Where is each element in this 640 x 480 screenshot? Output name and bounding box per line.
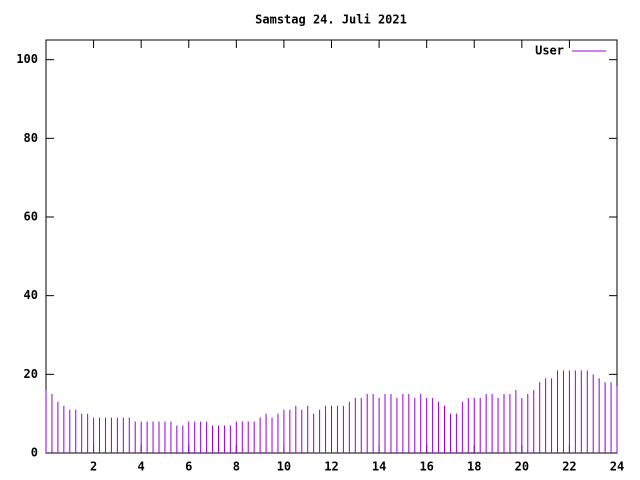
x-tick-label: 14: [372, 460, 386, 474]
x-tick-label: 16: [419, 460, 433, 474]
x-tick-label: 22: [562, 460, 576, 474]
x-tick-label: 24: [610, 460, 624, 474]
y-tick-label: 80: [24, 131, 38, 145]
x-tick-label: 20: [515, 460, 529, 474]
y-tick-label: 100: [16, 52, 38, 66]
y-tick-label: 60: [24, 210, 38, 224]
chart-title: Samstag 24. Juli 2021: [255, 13, 407, 27]
y-tick-label: 20: [24, 367, 38, 381]
y-tick-label: 0: [31, 446, 38, 460]
x-tick-label: 6: [185, 460, 192, 474]
y-tick-label: 40: [24, 288, 38, 302]
x-tick-label: 8: [233, 460, 240, 474]
x-tick-label: 18: [467, 460, 481, 474]
x-tick-label: 12: [324, 460, 338, 474]
x-tick-label: 10: [277, 460, 291, 474]
legend-label: User: [535, 44, 564, 58]
x-tick-label: 4: [138, 460, 145, 474]
x-tick-label: 2: [90, 460, 97, 474]
